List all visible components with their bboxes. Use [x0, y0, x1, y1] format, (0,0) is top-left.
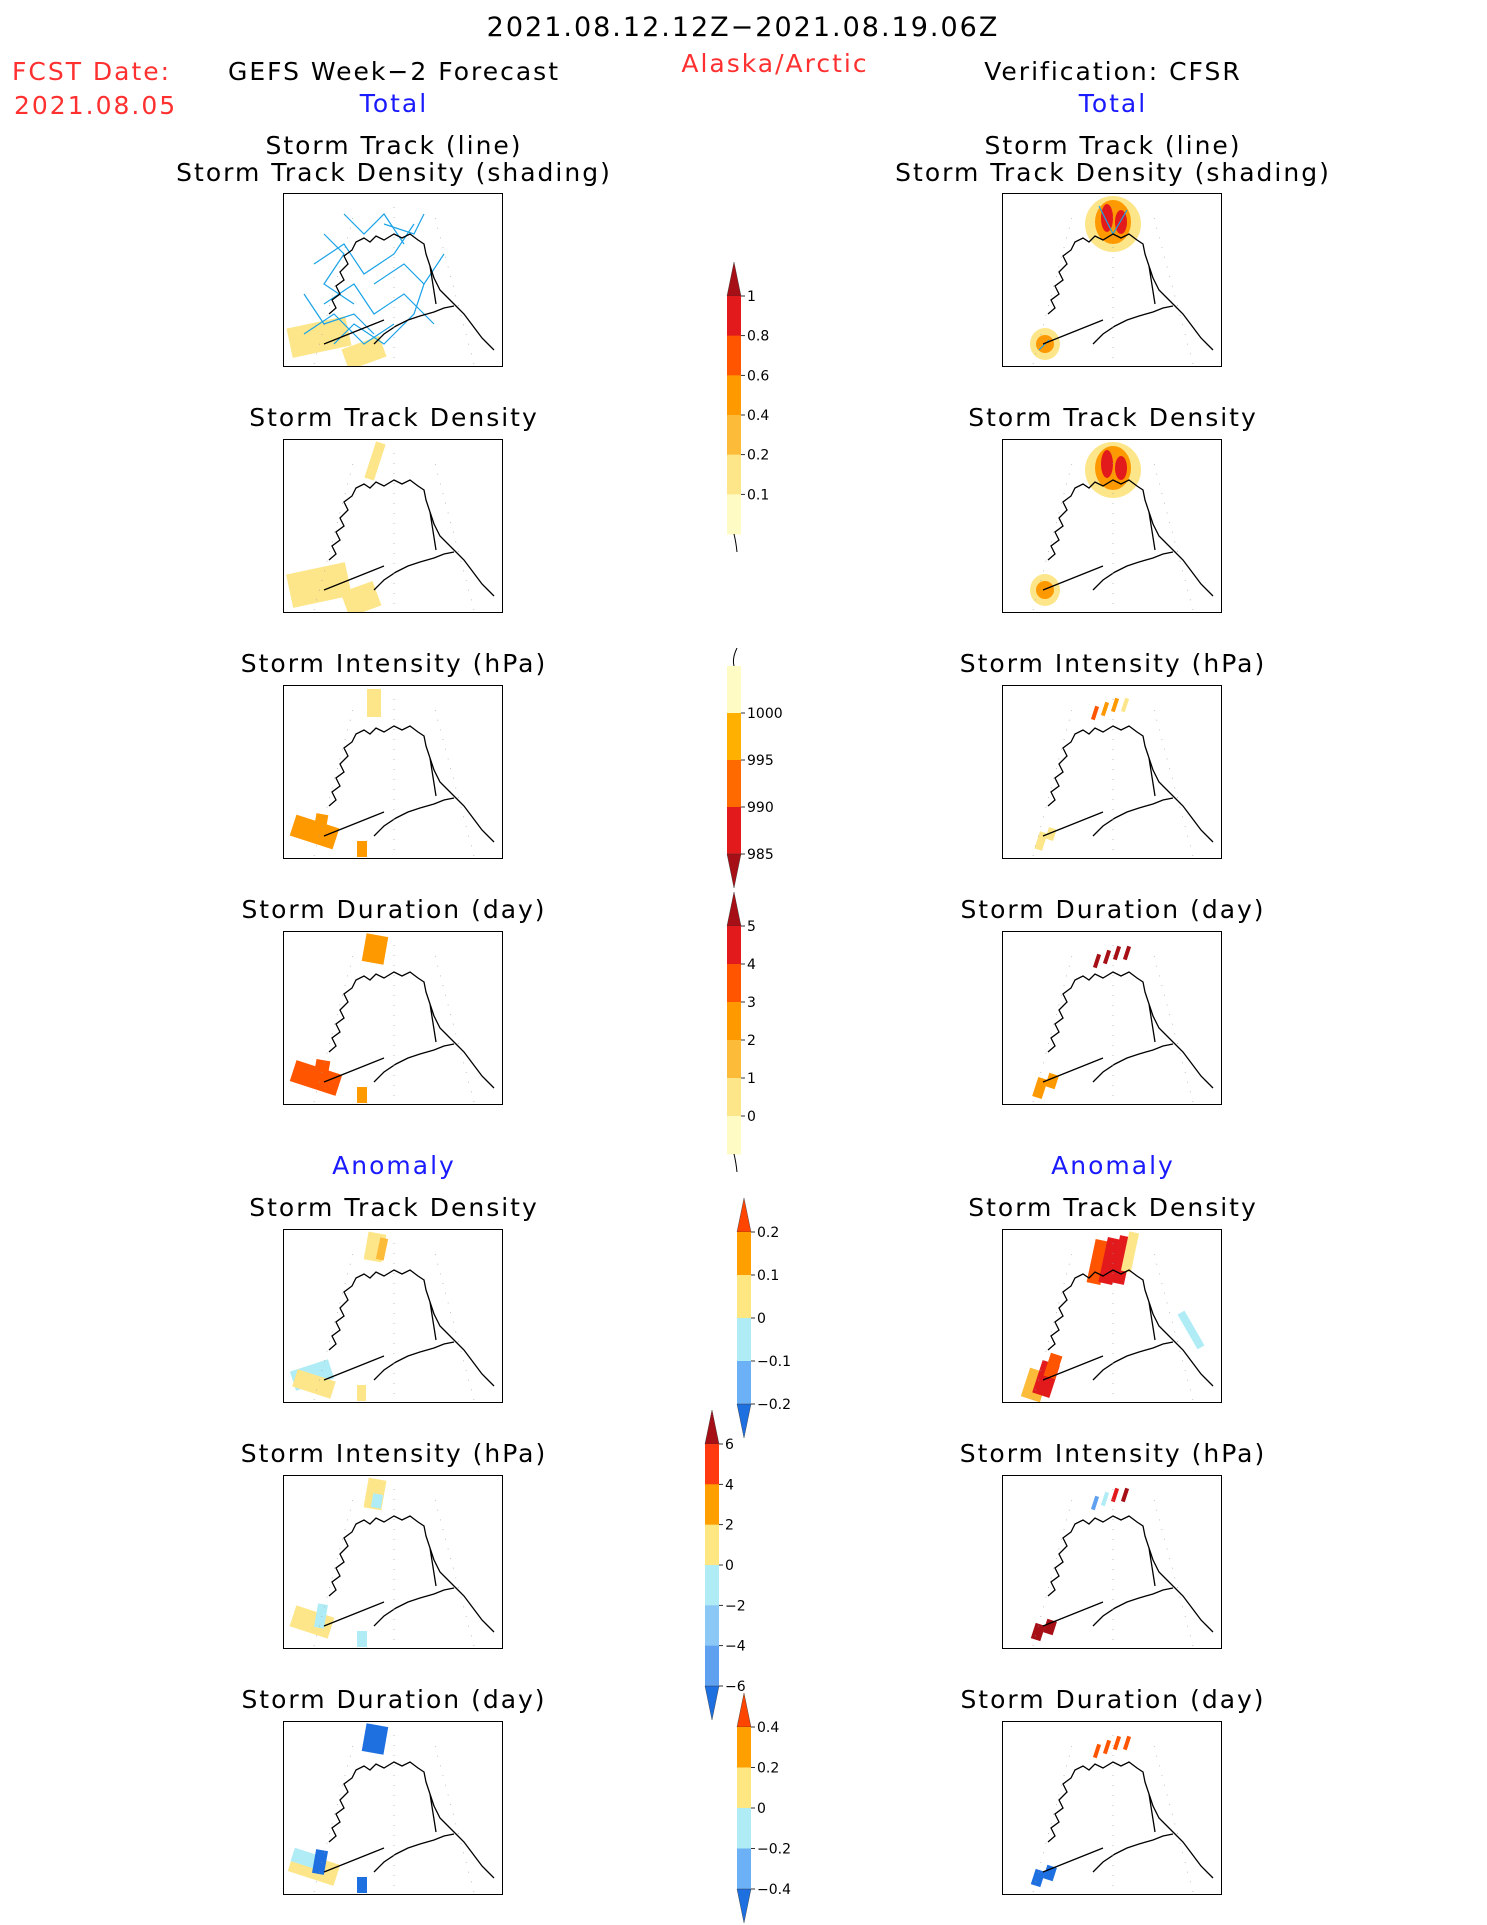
- map-gefs-anom-density: [283, 1229, 503, 1403]
- map-gefs-intensity: [283, 685, 503, 859]
- colorbar-tick-label: −4: [725, 1639, 746, 1655]
- colorbar-tick-label: 0.2: [747, 448, 769, 464]
- region-title: Alaska/Arctic: [681, 49, 869, 78]
- colorbar-tick-label: 0.6: [747, 368, 769, 384]
- colorbar-tick-label: 6: [725, 1437, 734, 1453]
- colorbar-tick-label: 990: [747, 800, 774, 816]
- map-gefs-duration: [283, 931, 503, 1105]
- colorbar-tick-label: −0.4: [757, 1882, 791, 1898]
- map-cfsr-duration: [1002, 931, 1222, 1105]
- colorbar-tick-label: 2: [747, 1033, 756, 1049]
- left-column-title: GEFS Week−2 Forecast: [227, 57, 561, 86]
- colorbar-intensity: 1000995990985980: [726, 648, 783, 888]
- colorbar-anom-intensity: 6 4 2 0 −2 −4 −6: [704, 1410, 746, 1720]
- panel-title-anom-duration: Storm Duration (day): [241, 1685, 547, 1714]
- map-cfsr-anom-duration: [1002, 1721, 1222, 1895]
- fcst-label: FCST Date:: [12, 57, 172, 86]
- colorbar-tick-label: −6: [725, 1679, 746, 1695]
- colorbar-tick-label: 1: [747, 289, 756, 305]
- colorbar-tick-label: 0.2: [757, 1225, 779, 1241]
- panel-title-anom-intensity: Storm Intensity (hPa): [240, 1439, 548, 1468]
- panel-title-track-line-r: Storm Track (line): [984, 131, 1242, 160]
- fcst-date: 2021.08.05: [14, 91, 178, 120]
- colorbar-anom-density: 0.2 0.1 0 −0.1 −0.2: [736, 1198, 791, 1438]
- colorbar-tick-label: 0.2: [757, 1761, 779, 1777]
- right-column-title: Verification: CFSR: [984, 57, 1242, 86]
- colorbar-tick-label: −0.2: [757, 1397, 791, 1413]
- colorbar-tick-label: 5: [747, 919, 756, 935]
- colorbar-tick-label: 0: [725, 1558, 734, 1574]
- colorbar-tick-label: 0: [747, 1109, 756, 1125]
- panel-title-track-shading: Storm Track Density (shading): [176, 158, 612, 187]
- colorbar-density: 1 0.8 0.6 0.4 0.2 0.1: [726, 262, 769, 552]
- map-gefs-density: [283, 439, 503, 613]
- colorbar-tick-label: 4: [725, 1477, 734, 1493]
- panel-title-intensity: Storm Intensity (hPa): [240, 649, 548, 678]
- colorbar-duration: 5 4 3 2 1 0: [726, 892, 756, 1172]
- panel-title-duration: Storm Duration (day): [241, 895, 547, 924]
- colorbar-tick-label: −0.2: [757, 1842, 791, 1858]
- colorbar-tick-label: 0.1: [747, 487, 769, 503]
- colorbar-tick-label: 3: [747, 995, 756, 1011]
- total-left-label: Total: [359, 89, 429, 118]
- map-cfsr-anom-density: [1002, 1229, 1222, 1403]
- colorbar-tick-label: 2: [725, 1518, 734, 1534]
- anomaly-right-label: Anomaly: [1051, 1151, 1175, 1180]
- colorbar-tick-label: 985: [747, 847, 774, 863]
- panel-title-anom-intensity-r: Storm Intensity (hPa): [959, 1439, 1267, 1468]
- colorbar-anom-duration: 0.4 0.2 0 −0.2 −0.4: [736, 1693, 791, 1923]
- map-cfsr-anom-intensity: [1002, 1475, 1222, 1649]
- map-cfsr-intensity: [1002, 685, 1222, 859]
- colorbar-tick-label: 0.8: [747, 329, 769, 345]
- panel-title-track-shading-r: Storm Track Density (shading): [895, 158, 1331, 187]
- panel-title-density-r: Storm Track Density: [968, 403, 1258, 432]
- colorbar-tick-label: 0.1: [757, 1268, 779, 1284]
- panel-title-anom-density-r: Storm Track Density: [968, 1193, 1258, 1222]
- colorbar-tick-label: 995: [747, 753, 774, 769]
- map-cfsr-track: [1002, 193, 1222, 367]
- colorbar-tick-label: 4: [747, 957, 756, 973]
- colorbar-tick-label: 0: [757, 1311, 766, 1327]
- panel-title-track-line: Storm Track (line): [265, 131, 523, 160]
- panel-title-intensity-r: Storm Intensity (hPa): [959, 649, 1267, 678]
- colorbar-tick-label: 0.4: [747, 408, 769, 424]
- map-gefs-anom-intensity: [283, 1475, 503, 1649]
- colorbar-tick-label: −0.1: [757, 1354, 791, 1370]
- colorbar-tick-label: 0: [757, 1801, 766, 1817]
- panel-title-anom-duration-r: Storm Duration (day): [960, 1685, 1266, 1714]
- date-range-title: 2021.08.12.12Z−2021.08.19.06Z: [486, 12, 1000, 43]
- anomaly-left-label: Anomaly: [332, 1151, 456, 1180]
- map-gefs-track: [283, 193, 503, 367]
- panel-title-density: Storm Track Density: [249, 403, 539, 432]
- colorbar-tick-label: 1: [747, 1071, 756, 1087]
- map-cfsr-density: [1002, 439, 1222, 613]
- total-right-label: Total: [1078, 89, 1148, 118]
- colorbar-tick-label: 1000: [747, 706, 783, 722]
- colorbar-tick-label: 0.4: [757, 1720, 779, 1736]
- colorbar-tick-label: −2: [725, 1598, 746, 1614]
- map-gefs-anom-duration: [283, 1721, 503, 1895]
- panel-title-duration-r: Storm Duration (day): [960, 895, 1266, 924]
- panel-title-anom-density: Storm Track Density: [249, 1193, 539, 1222]
